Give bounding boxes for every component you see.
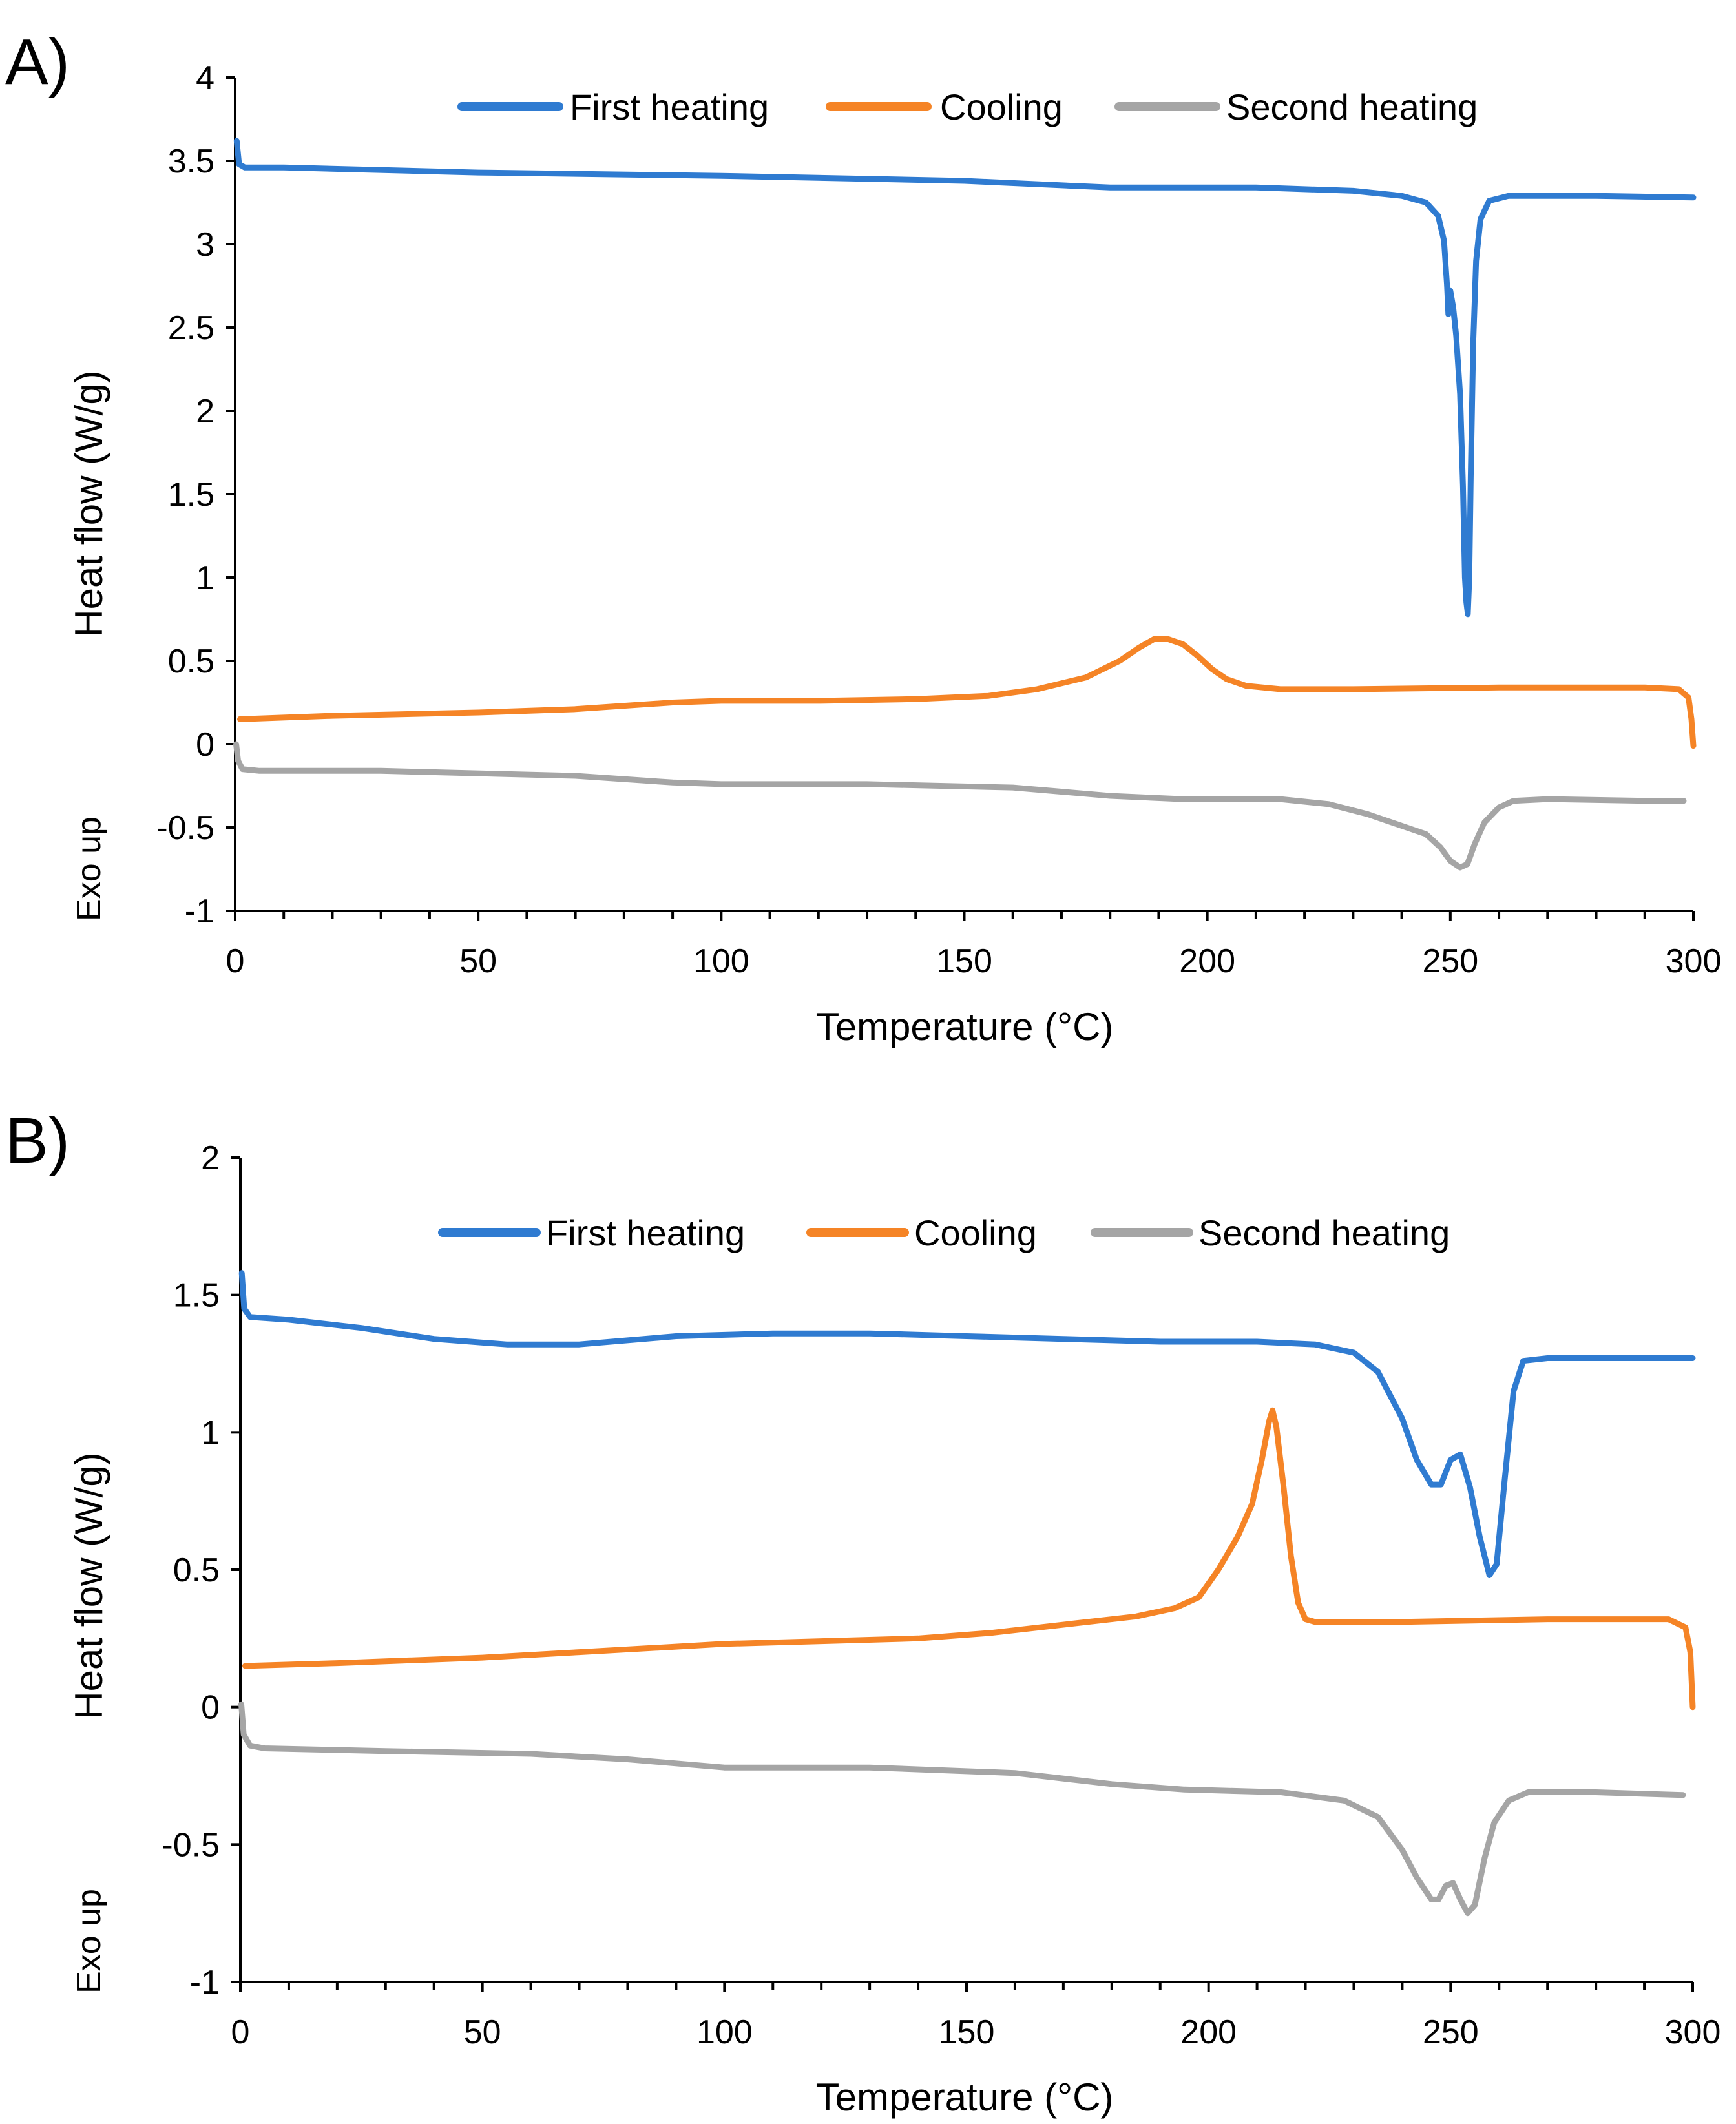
panel-b-y-tick-label: 2 [201, 1140, 220, 1177]
panel-a-series-cooling [237, 636, 1697, 749]
panel-b: B) First heating Cooling Second heating … [5, 1105, 1720, 2119]
panel-a-y-tick-label: 3.5 [168, 143, 214, 180]
panel-a-y-tick-label: -1 [185, 893, 214, 930]
panel-b-x-tick-label: 300 [1665, 2014, 1721, 2051]
panel-a-y-tick-label: 2 [196, 393, 214, 430]
panel-a-y-tick-label: 4 [196, 59, 214, 97]
panel-b-x-tick-label: 100 [696, 2014, 753, 2051]
panel-b-series-second-heating [238, 1701, 1686, 1917]
panel-b-x-tick-label: 0 [231, 2014, 250, 2051]
panel-b-y-axis-title: Heat flow (W/g) [67, 1452, 110, 1719]
panel-b-x-axis-title: Temperature (°C) [816, 2076, 1114, 2119]
panel-b-y-tick-label: -0.5 [162, 1826, 220, 1864]
panel-a-exo-up-label: Exo up [70, 817, 108, 921]
panel-a-x-axis-title: Temperature (°C) [816, 1005, 1114, 1048]
panel-a-legend: First heating Cooling Second heating [457, 87, 1478, 127]
panel-b-x-tick-label: 50 [464, 2014, 501, 2051]
panel-b-y-tick-label: 1 [201, 1414, 220, 1452]
panel-b-x-tick-label: 200 [1180, 2014, 1237, 2051]
panel-b-legend-cooling: Cooling [914, 1213, 1037, 1253]
panel-a-x-tick-label: 250 [1422, 942, 1478, 980]
panel-a-y-tick-label: 1.5 [168, 476, 214, 514]
panel-a-y-tick-label: 0.5 [168, 643, 214, 680]
panel-a-legend-first-heating: First heating [570, 87, 769, 127]
panel-a-y-tick-label: 2.5 [168, 309, 214, 347]
panel-a-legend-cooling: Cooling [940, 87, 1063, 127]
panel-b-y-tick-label: -1 [190, 1964, 220, 2001]
panel-b-series-first-heating [238, 1270, 1696, 1578]
panel-a-x-tick-label: 50 [459, 942, 497, 980]
panel-b-legend-second-heating: Second heating [1198, 1213, 1450, 1253]
panel-a-y-tick-label: -0.5 [156, 809, 214, 847]
panel-a-x-tick-label: 150 [936, 942, 992, 980]
panel-b-legend: First heating Cooling Second heating [438, 1213, 1450, 1253]
panel-a-x-tick-label: 300 [1666, 942, 1722, 980]
panel-b-y-tick-label: 0 [201, 1689, 220, 1727]
panel-a-y-axis-title: Heat flow (W/g) [67, 370, 110, 637]
panel-a: A) First heating Cooling Second heating … [5, 26, 1721, 1048]
panel-a-y-tick-label: 1 [196, 559, 214, 597]
panel-a-legend-second-heating: Second heating [1226, 87, 1478, 127]
panel-a-y-tick-label: 0 [196, 726, 214, 764]
panel-b-series-cooling [242, 1407, 1696, 1711]
panel-a-series-second-heating [233, 741, 1687, 871]
panel-b-label: B) [5, 1105, 70, 1177]
panel-a-label: A) [5, 26, 70, 98]
panel-a-x-tick-label: 100 [693, 942, 749, 980]
panel-a-x-tick-label: 0 [226, 942, 245, 980]
panel-a-y-tick-label: 3 [196, 226, 214, 264]
panel-b-legend-first-heating: First heating [546, 1213, 745, 1253]
panel-a-series-first-heating [233, 138, 1697, 618]
panel-b-y-tick-label: 0.5 [173, 1552, 220, 1589]
panel-b-x-tick-label: 150 [939, 2014, 995, 2051]
panel-a-x-tick-label: 200 [1179, 942, 1235, 980]
panel-b-x-tick-label: 250 [1423, 2014, 1479, 2051]
panel-b-exo-up-label: Exo up [70, 1889, 108, 1994]
panel-b-y-tick-label: 1.5 [173, 1277, 220, 1315]
